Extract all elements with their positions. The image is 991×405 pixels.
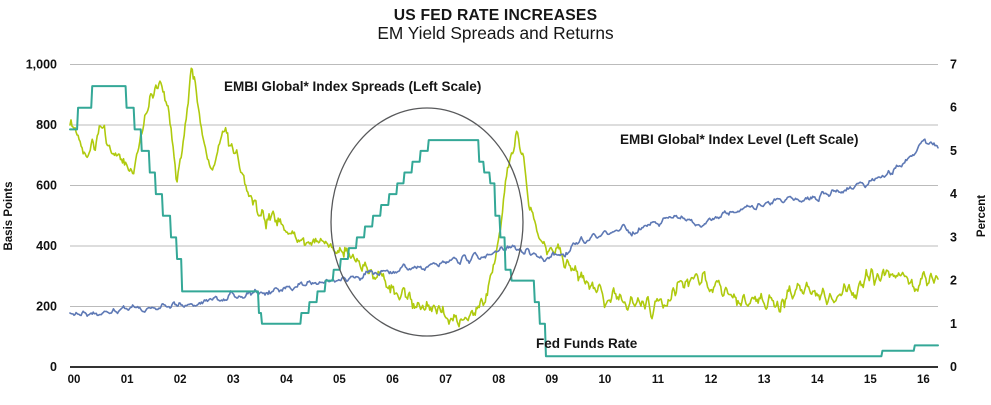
svg-text:0: 0 (950, 360, 957, 374)
svg-text:4: 4 (950, 187, 957, 201)
svg-text:01: 01 (121, 374, 134, 386)
svg-text:03: 03 (227, 374, 240, 386)
svg-text:04: 04 (280, 374, 293, 386)
svg-text:1,000: 1,000 (26, 58, 57, 72)
svg-text:10: 10 (598, 374, 611, 386)
svg-text:15: 15 (864, 374, 877, 386)
svg-text:13: 13 (758, 374, 771, 386)
svg-text:400: 400 (36, 239, 57, 253)
svg-text:06: 06 (386, 374, 399, 386)
svg-text:00: 00 (68, 374, 81, 386)
svg-text:6: 6 (950, 101, 957, 115)
svg-text:800: 800 (36, 118, 57, 132)
svg-text:16: 16 (917, 374, 930, 386)
svg-text:1: 1 (950, 317, 957, 331)
svg-text:5: 5 (950, 144, 957, 158)
svg-text:08: 08 (492, 374, 505, 386)
svg-text:12: 12 (705, 374, 718, 386)
svg-text:07: 07 (439, 374, 452, 386)
svg-text:600: 600 (36, 179, 57, 193)
svg-text:0: 0 (50, 360, 57, 374)
svg-text:7: 7 (950, 58, 957, 72)
svg-text:14: 14 (811, 374, 824, 386)
svg-text:11: 11 (652, 374, 665, 386)
svg-text:2: 2 (950, 274, 957, 288)
svg-text:200: 200 (36, 300, 57, 314)
svg-text:02: 02 (174, 374, 187, 386)
svg-text:09: 09 (545, 374, 558, 386)
svg-text:3: 3 (950, 230, 957, 244)
svg-text:05: 05 (333, 374, 346, 386)
